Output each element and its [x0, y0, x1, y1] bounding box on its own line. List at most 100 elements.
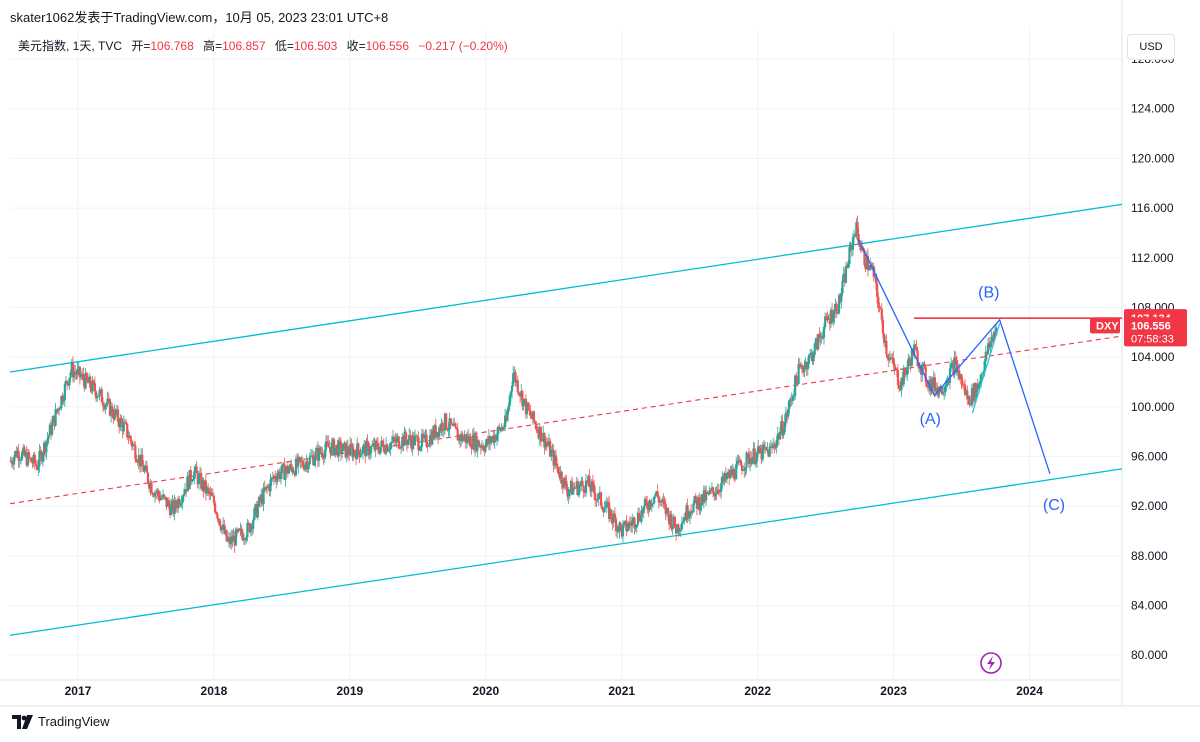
- candle: [650, 497, 653, 512]
- candle: [733, 471, 737, 483]
- x-axis[interactable]: 2017 2018 2019 2020 2021 2022 2023 2024: [65, 684, 1044, 698]
- candle: [625, 515, 628, 537]
- lightning-icon[interactable]: [980, 652, 1002, 674]
- candle: [550, 446, 553, 462]
- candle: [950, 357, 953, 372]
- candle: [33, 451, 36, 470]
- wave-b-inner-line[interactable]: [971, 323, 1001, 414]
- candle: [343, 440, 346, 450]
- candle: [485, 438, 488, 448]
- candle: [594, 486, 597, 507]
- candle: [745, 450, 748, 474]
- candle: [45, 441, 48, 460]
- candle: [910, 347, 913, 368]
- candle: [86, 377, 90, 384]
- candle: [677, 523, 680, 537]
- candle: [945, 378, 948, 391]
- candle: [277, 469, 280, 480]
- candle: [755, 449, 759, 468]
- candle: [246, 518, 249, 542]
- candle: [535, 420, 538, 434]
- candle: [784, 406, 787, 427]
- candle: [25, 445, 28, 468]
- candle: [10, 457, 13, 468]
- open-label: 开=: [131, 39, 151, 53]
- candle: [731, 463, 734, 479]
- candle: [438, 424, 441, 439]
- candle: [752, 441, 755, 462]
- candle: [876, 279, 879, 304]
- candle: [209, 486, 212, 500]
- candle: [735, 456, 738, 480]
- x-tick-label: 2017: [65, 684, 92, 698]
- candle: [225, 529, 228, 542]
- candle: [692, 500, 695, 513]
- candle: [821, 330, 824, 340]
- candle: [24, 449, 27, 459]
- candle: [220, 526, 224, 535]
- candle: [885, 334, 888, 359]
- channel-midline[interactable]: [9, 335, 1123, 505]
- candle: [884, 335, 887, 348]
- candle: [493, 430, 496, 449]
- candle: [9, 456, 12, 463]
- channel-lower-line[interactable]: [9, 468, 1123, 636]
- candle: [104, 403, 107, 415]
- candle: [916, 346, 919, 367]
- candle: [286, 461, 289, 478]
- tradingview-footer[interactable]: TradingView: [12, 714, 110, 729]
- candle: [181, 494, 184, 510]
- candle: [155, 488, 158, 500]
- candle: [575, 476, 578, 496]
- candle: [620, 526, 623, 539]
- candle: [820, 332, 823, 344]
- candle: [696, 494, 700, 510]
- candle: [527, 401, 530, 411]
- candle: [517, 391, 521, 397]
- candle: [44, 440, 47, 457]
- candle: [649, 499, 652, 510]
- candle: [537, 426, 540, 441]
- elliott-wave-path[interactable]: [857, 238, 1051, 475]
- candle: [479, 443, 482, 455]
- candle: [247, 520, 250, 526]
- candle: [584, 474, 588, 498]
- candle: [797, 357, 800, 385]
- candle: [448, 412, 451, 437]
- candle: [471, 428, 474, 450]
- candle: [351, 442, 354, 462]
- candle: [425, 429, 428, 449]
- candle: [443, 412, 447, 435]
- candle: [501, 425, 504, 432]
- candle: [171, 494, 174, 512]
- candle: [248, 522, 251, 534]
- candle: [149, 479, 152, 496]
- y-tick-label: 116.000: [1131, 201, 1174, 215]
- candle: [413, 429, 417, 446]
- candle: [275, 472, 278, 489]
- candle: [253, 506, 256, 522]
- candle: [473, 431, 477, 457]
- candle: [610, 509, 613, 525]
- candle: [48, 422, 51, 436]
- y-tick-label: 100.000: [1131, 400, 1175, 414]
- candle: [848, 242, 851, 268]
- candle: [427, 442, 430, 447]
- currency-button[interactable]: USD: [1127, 34, 1175, 60]
- candle: [955, 355, 958, 377]
- candle: [285, 465, 288, 474]
- candle: [642, 505, 645, 519]
- candle: [463, 430, 466, 442]
- candle: [241, 528, 244, 542]
- x-tick-label: 2024: [1016, 684, 1043, 698]
- channel-upper-line[interactable]: [9, 203, 1123, 373]
- candle: [844, 262, 848, 284]
- candle: [661, 496, 664, 507]
- candle: [430, 429, 433, 447]
- candle: [250, 522, 254, 536]
- y-axis[interactable]: 80.000 84.000 88.000 92.000 96.000 100.000 104…: [1131, 52, 1175, 662]
- candle: [670, 510, 673, 532]
- candle: [476, 436, 479, 458]
- candle: [97, 395, 100, 397]
